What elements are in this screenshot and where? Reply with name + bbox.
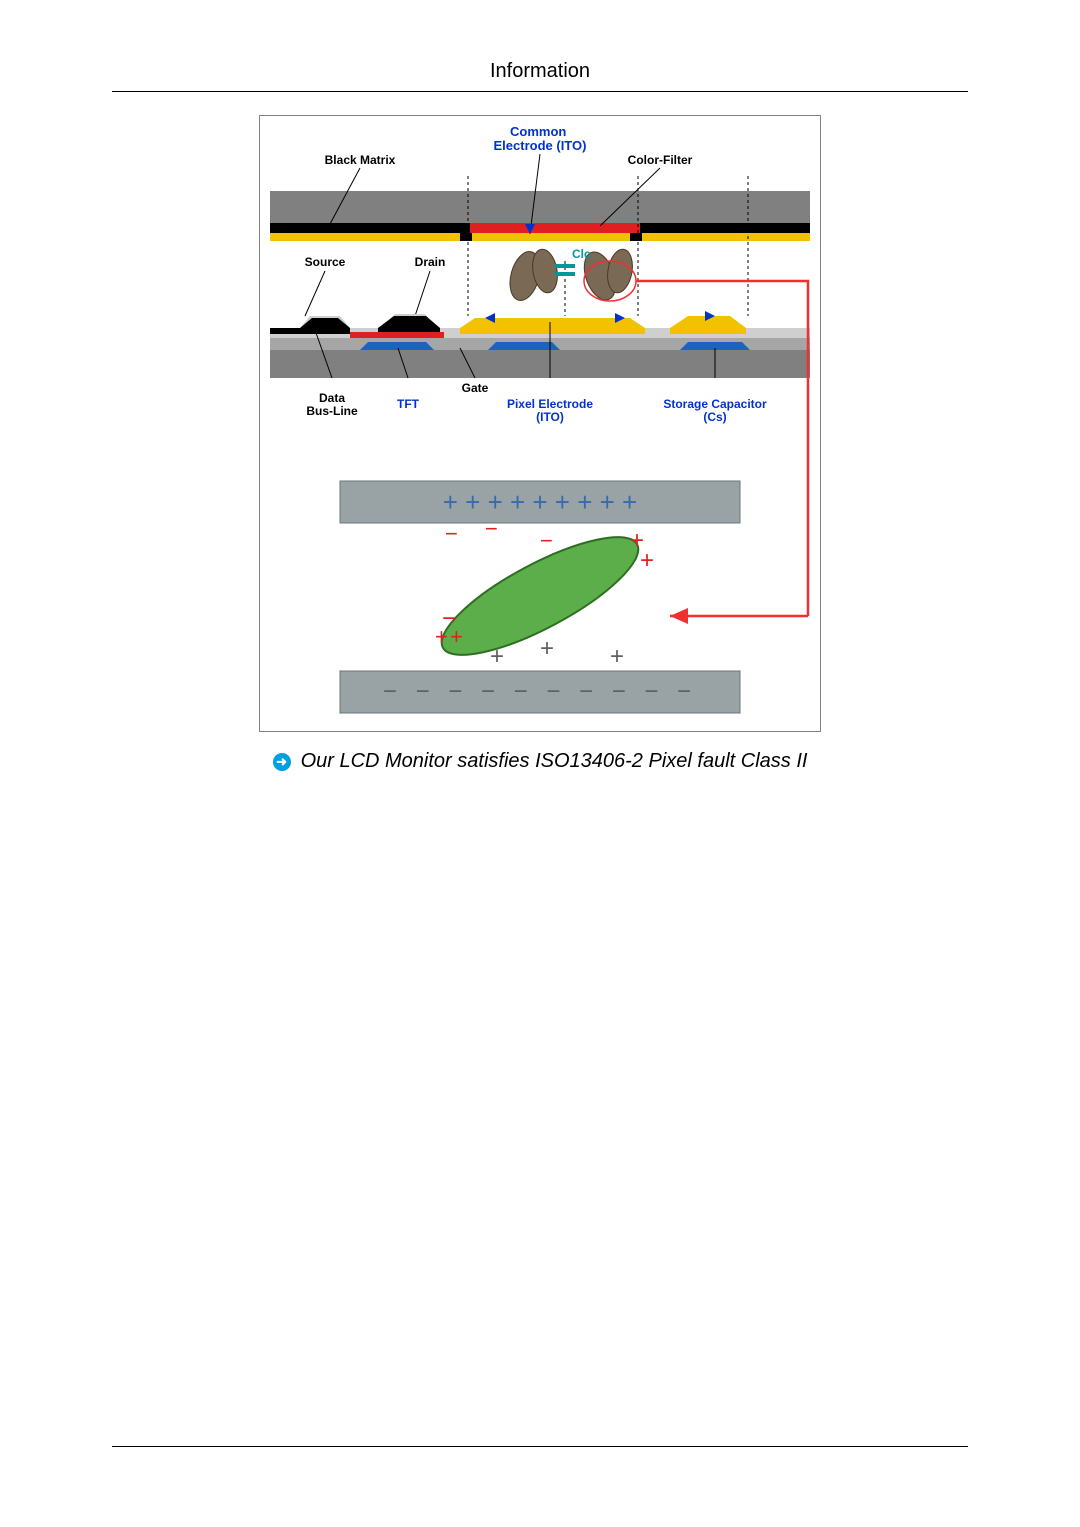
label-clc: Clc (572, 247, 591, 261)
footer-rule (112, 1446, 968, 1447)
lower-diagram: + + + + + + + + + − − − − − − − − − − − … (340, 481, 808, 713)
charge: + (490, 643, 504, 670)
charge: + (450, 624, 463, 649)
label-source: Source (305, 255, 346, 269)
charge: + (540, 635, 554, 662)
tft-active (350, 332, 444, 338)
gate-electrode (360, 342, 434, 350)
document-page: Information Common Electrode (ITO) Black… (0, 0, 1080, 1527)
top-substrate (270, 191, 810, 223)
charge: − (445, 521, 458, 546)
label-color-filter: Color-Filter (628, 153, 693, 167)
label-storage-cap: Storage Capacitor(Cs) (663, 397, 767, 424)
page-title: Information (112, 60, 968, 92)
charge: − (485, 516, 498, 541)
plus-row: + + + + + + + + + (443, 487, 637, 517)
charge: + (640, 547, 654, 574)
charge: + (435, 624, 448, 649)
label-gate: Gate (462, 381, 489, 395)
callout-arrow-head (670, 608, 688, 624)
label-black-matrix: Black Matrix (325, 153, 396, 167)
common-electrode-layer (270, 233, 810, 241)
minus-row: − − − − − − − − − − (383, 678, 697, 705)
arrow-bullet-icon: ➜ (273, 753, 291, 771)
charge: + (610, 643, 624, 670)
label-tft: TFT (397, 397, 420, 411)
note-text: Our LCD Monitor satisfies ISO13406-2 Pix… (301, 750, 808, 773)
label-common-electrode: Common Electrode (ITO) (494, 124, 587, 153)
label-pixel-electrode: Pixel Electrode(ITO) (507, 397, 593, 424)
lcd-diagram-svg: Common Electrode (ITO) Black Matrix Colo… (260, 116, 820, 726)
bottom-substrate (270, 350, 810, 378)
figure-container: Common Electrode (ITO) Black Matrix Colo… (0, 115, 1080, 732)
label-drain: Drain (415, 255, 446, 269)
tft-drain (378, 316, 440, 334)
lcd-diagram-figure: Common Electrode (ITO) Black Matrix Colo… (259, 115, 821, 732)
note-line: ➜ Our LCD Monitor satisfies ISO13406-2 P… (0, 750, 1080, 773)
label-data-bus: DataBus-Line (306, 391, 358, 418)
data-bus-line (270, 318, 350, 334)
charge: − (540, 528, 553, 553)
